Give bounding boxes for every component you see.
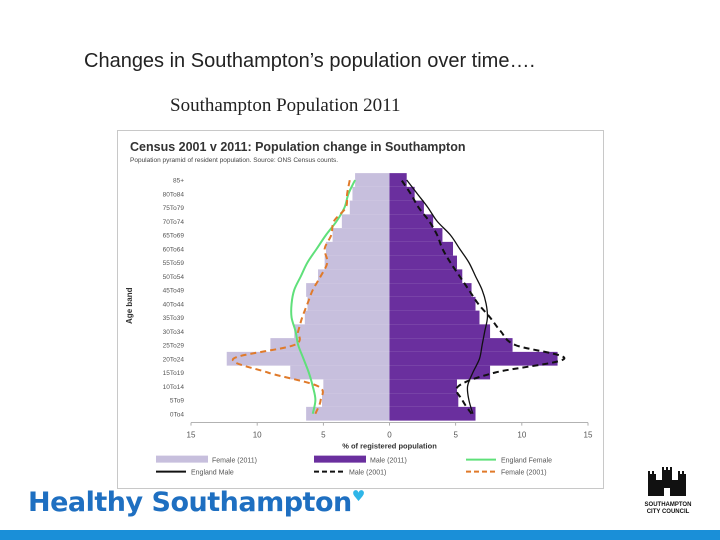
series-line-england-male — [406, 179, 489, 414]
bar-female-2011 — [325, 241, 390, 256]
y-tick-label: 5To9 — [170, 398, 184, 405]
x-tick-label: 10 — [517, 431, 526, 440]
y-tick-label: 85+ — [173, 178, 184, 185]
bar-male-2011 — [389, 228, 443, 242]
bar-female-2011 — [304, 310, 390, 325]
bar-male-2011 — [389, 214, 434, 229]
bar-female-2011 — [306, 406, 390, 421]
slide-subtitle: Southampton Population 2011 — [170, 95, 401, 116]
bar-female-2011 — [332, 228, 390, 242]
y-tick-label: 65To69 — [163, 233, 185, 240]
bar-female-2011 — [352, 186, 390, 201]
bar-male-2011 — [389, 310, 480, 325]
y-tick-label: 50To54 — [163, 274, 185, 281]
bar-male-2011 — [389, 173, 407, 187]
chart-subtitle: Population pyramid of resident populatio… — [130, 157, 338, 164]
y-tick-label: 45To49 — [163, 288, 185, 295]
bar-female-2011 — [307, 296, 390, 311]
bar-female-2011 — [324, 255, 390, 270]
x-tick-label: 10 — [253, 431, 262, 440]
bar-male-2011 — [389, 365, 491, 380]
y-axis-label: Age band — [125, 287, 134, 324]
council-logo: SOUTHAMPTON CITY COUNCIL — [645, 467, 692, 515]
bar-male-2011 — [389, 241, 454, 256]
legend-label: Female (2001) — [501, 470, 547, 477]
bar-female-2011 — [318, 269, 390, 284]
legend-swatch — [156, 455, 208, 463]
bar-female-2011 — [349, 200, 390, 215]
brand-logo: Healthy Southampton♥ — [28, 487, 365, 518]
bar-male-2011 — [389, 393, 459, 407]
y-tick-label: 40To44 — [163, 301, 185, 308]
bar-female-2011 — [290, 365, 390, 380]
bar-male-2011 — [389, 283, 472, 297]
series-line-female-2001 — [231, 179, 351, 415]
bar-female-2011 — [341, 214, 390, 229]
legend-label: England Male — [191, 470, 234, 477]
footer-band — [0, 530, 720, 540]
y-tick-label: 75To79 — [163, 205, 185, 212]
x-tick-label: 5 — [321, 431, 326, 440]
bar-female-2011 — [270, 338, 390, 352]
bar-female-2011 — [294, 324, 390, 339]
x-axis-label: % of registered population — [342, 442, 437, 451]
y-tick-label: 15To19 — [163, 370, 185, 377]
bar-male-2011 — [389, 255, 457, 270]
chart-frame: Census 2001 v 2011: Population change in… — [117, 130, 604, 489]
bar-female-2011 — [323, 379, 390, 394]
bar-male-2011 — [389, 269, 463, 284]
bar-male-2011 — [389, 200, 424, 215]
chart-title: Census 2001 v 2011: Population change in… — [130, 140, 466, 154]
y-tick-label: 80To84 — [163, 191, 185, 198]
brand-text: Healthy Southampton — [28, 487, 352, 518]
y-tick-label: 30To34 — [163, 329, 185, 336]
x-tick-label: 15 — [584, 431, 593, 440]
legend-swatch — [314, 455, 366, 463]
bar-female-2011 — [355, 173, 390, 187]
bar-female-2011 — [226, 351, 390, 366]
legend-label: Male (2011) — [370, 458, 407, 465]
y-tick-label: 60To64 — [163, 246, 185, 253]
x-tick-label: 0 — [387, 431, 392, 440]
bar-male-2011 — [389, 338, 513, 352]
y-tick-label: 25To29 — [163, 343, 185, 350]
bar-female-2011 — [306, 283, 390, 297]
y-tick-label: 20To24 — [163, 356, 185, 363]
x-tick-label: 5 — [453, 431, 458, 440]
bar-male-2011 — [389, 406, 476, 421]
y-tick-label: 10To14 — [163, 384, 185, 391]
population-pyramid-chart: Census 2001 v 2011: Population change in… — [125, 140, 593, 477]
legend-label: England Female — [501, 458, 552, 465]
legend-label: Female (2011) — [212, 458, 257, 465]
y-tick-label: 0To4 — [170, 411, 184, 418]
castle-icon — [648, 467, 686, 496]
x-tick-label: 15 — [187, 431, 196, 440]
legend-label: Male (2001) — [349, 470, 386, 477]
y-tick-label: 70To74 — [163, 219, 185, 226]
series-line-england-female — [290, 179, 356, 414]
council-logo-text: SOUTHAMPTON — [645, 502, 692, 508]
slide-title: Changes in Southampton’s population over… — [84, 50, 536, 72]
heart-icon: ♥ — [351, 487, 365, 505]
bar-male-2011 — [389, 324, 491, 339]
y-tick-label: 35To39 — [163, 315, 185, 322]
bar-female-2011 — [322, 393, 390, 407]
bar-male-2011 — [389, 351, 558, 366]
bar-male-2011 — [389, 379, 457, 394]
bar-male-2011 — [389, 296, 476, 311]
y-tick-label: 55To59 — [163, 260, 185, 267]
council-logo-text: CITY COUNCIL — [647, 509, 690, 515]
